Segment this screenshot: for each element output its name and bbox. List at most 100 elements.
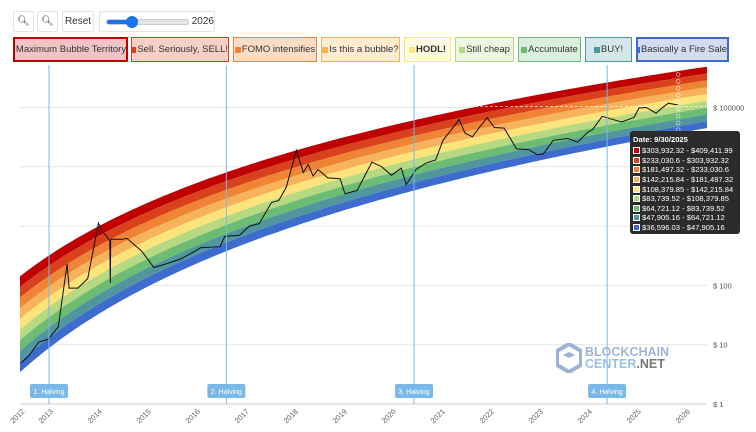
tooltip-range: $36,596.03 - $47,905.16 (642, 223, 725, 233)
hover-marker (675, 106, 681, 112)
band-swatch-icon (633, 147, 640, 155)
legend-item[interactable]: Basically a Fire Sale (636, 37, 729, 62)
legend-label: FOMO intensifies (241, 44, 316, 55)
halving-label: 4. Halving (592, 389, 623, 396)
band-swatch-icon (633, 204, 640, 212)
hover-marker (675, 79, 681, 84)
band-swatch-icon (633, 166, 640, 174)
zoom-in-button[interactable]: 🔍︎ (13, 11, 34, 32)
x-tick-label: 2014 (86, 407, 104, 425)
year-value: 2026 (191, 16, 214, 27)
tooltip-row: $233,030.6 - $303,932.32 (633, 156, 737, 166)
x-tick-label: 2019 (331, 407, 349, 425)
legend-swatch-icon (132, 46, 137, 53)
tooltip-range: $108,379.85 - $142,215.84 (642, 184, 734, 194)
tooltip-date: Date: 9/30/2025 (633, 135, 688, 144)
x-tick-label: 2020 (380, 407, 398, 425)
x-tick-label: 2012 (8, 407, 26, 425)
legend-item[interactable]: Accumulate (518, 37, 581, 62)
price-line (21, 102, 679, 363)
tooltip-row: $142,215.84 - $181,497.32 (633, 175, 737, 185)
legend-swatch-icon (638, 46, 640, 53)
x-tick-label: 2015 (135, 407, 153, 425)
x-tick-label: 2021 (429, 407, 447, 425)
tooltip-row: $303,932.32 - $409,411.99 (633, 146, 737, 156)
tooltip-range: $83,739.52 - $108,379.85 (642, 194, 729, 204)
band-swatch-icon (633, 156, 640, 164)
legend-swatch-icon (234, 46, 241, 53)
legend-item[interactable]: FOMO intensifies (233, 37, 317, 62)
watermark-net: .NET (636, 357, 665, 371)
tooltip-range: $181,497.32 - $233,030.6 (642, 165, 729, 175)
band-swatch-icon (633, 195, 640, 203)
tooltip-row: $47,905.16 - $64,721.12 (633, 213, 737, 223)
blockchain-logo-icon (556, 343, 582, 373)
legend-swatch-icon (459, 46, 466, 53)
legend-swatch-icon (593, 46, 600, 53)
x-tick-label: 2022 (478, 407, 496, 425)
tooltip-row: $181,497.32 - $233,030.6 (633, 165, 737, 175)
tooltip-range: $64,721.12 - $83,739.52 (642, 203, 725, 213)
watermark-line1: BLOCKCHAIN (585, 345, 670, 359)
zoom-in-icon: 🔍︎ (17, 16, 30, 27)
x-tick-label: 2026 (674, 407, 692, 425)
halving-badge (588, 384, 627, 398)
legend-item[interactable]: Is this a bubble? (321, 37, 400, 62)
legend-label: Maximum Bubble Territory (15, 44, 127, 55)
slider-fill (107, 19, 132, 24)
band-swatch-icon (633, 214, 640, 222)
legend-label: Still cheap (466, 44, 510, 55)
tooltip-row: $108,379.85 - $142,215.84 (633, 184, 737, 194)
year-slider-box: 2026 (99, 11, 215, 32)
y-tick-label: $ 1 (713, 400, 723, 409)
band-swatch-icon (633, 176, 640, 184)
halving-label: 2. Halving (211, 389, 242, 396)
legend-swatch-icon (521, 46, 528, 53)
hover-marker (675, 72, 681, 77)
legend-item[interactable]: Still cheap (455, 37, 514, 62)
x-tick-label: 2017 (233, 407, 251, 425)
legend-item[interactable]: Sell. Seriously, SELL! (131, 37, 229, 62)
tooltip-range: $303,932.32 - $409,411.99 (642, 146, 733, 156)
x-tick-label: 2024 (576, 407, 594, 425)
legend-swatch-icon (322, 46, 329, 53)
reset-button[interactable]: Reset (62, 11, 94, 32)
x-tick-label: 2016 (184, 407, 202, 425)
band-swatch-icon (633, 224, 640, 232)
legend-item[interactable]: Maximum Bubble Territory (13, 37, 128, 62)
tooltip-range: $47,905.16 - $64,721.12 (642, 213, 725, 223)
x-tick-label: 2013 (37, 407, 55, 425)
chart-tooltip: Date: 9/30/2025 $303,932.32 - $409,411.9… (630, 131, 740, 234)
year-slider[interactable] (106, 15, 189, 28)
x-tick-label: 2018 (282, 407, 300, 425)
legend-label: Basically a Fire Sale (640, 44, 727, 55)
tooltip-range: $233,030.6 - $303,932.32 (642, 155, 729, 165)
legend-label: Accumulate (528, 44, 578, 55)
blockchaincenter-watermark: BLOCKCHAIN CENTER.NET (556, 343, 669, 373)
halving-badge (30, 384, 68, 398)
zoom-out-button[interactable]: 🔍︎ (37, 11, 58, 32)
watermark-center: CENTER (585, 357, 637, 371)
hover-marker (675, 113, 681, 119)
reset-label: Reset (64, 16, 92, 27)
legend-swatch-icon (408, 46, 415, 53)
zoom-out-icon: 🔍︎ (41, 16, 54, 27)
halving-badge (207, 384, 246, 398)
tooltip-row: $83,739.52 - $108,379.85 (633, 194, 737, 204)
hover-marker (675, 120, 681, 126)
tooltip-row: $64,721.12 - $83,739.52 (633, 204, 737, 214)
halving-label: 3. Halving (398, 389, 429, 396)
legend-item[interactable]: BUY! (585, 37, 632, 62)
x-tick-label: 2023 (527, 407, 545, 425)
halving-badge (395, 384, 434, 398)
legend-item[interactable]: HODL! (404, 37, 451, 62)
band-swatch-icon (633, 185, 640, 193)
y-tick-label: $ 10 (713, 341, 728, 350)
legend-label: HODL! (415, 44, 447, 55)
slider-thumb[interactable] (126, 15, 139, 28)
x-tick-label: 2025 (625, 407, 643, 425)
hover-marker (675, 99, 681, 105)
y-tick-label: $ 100000 (713, 104, 744, 113)
hover-marker (675, 92, 681, 98)
